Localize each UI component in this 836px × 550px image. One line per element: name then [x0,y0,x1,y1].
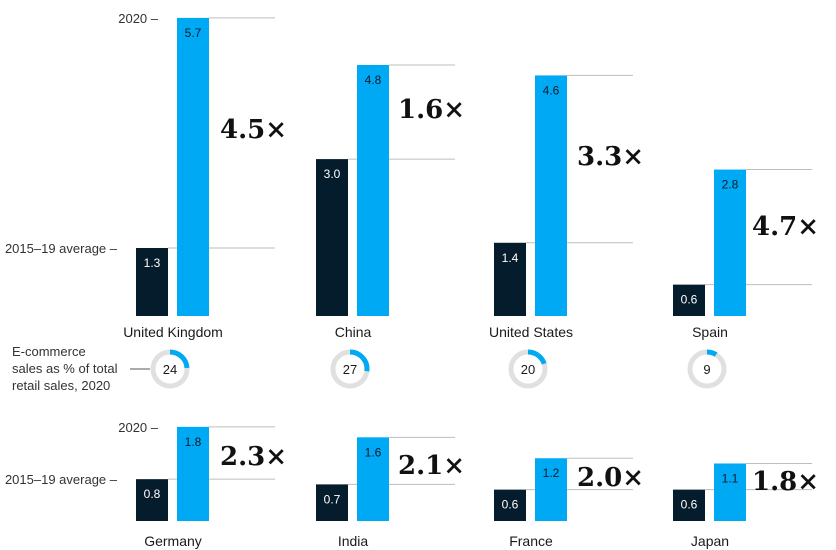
value-label-recent: 1.8 [185,435,202,449]
category-label: United Kingdom [123,324,223,340]
value-label-average: 0.7 [324,492,341,506]
value-label-average: 0.8 [144,487,161,501]
donut-value: 20 [521,362,535,377]
multiplier-label: 2.1× [398,451,465,481]
value-label-recent: 4.6 [543,83,560,97]
value-label-average: 1.4 [502,251,519,265]
donut-caption-line: E-commerce [12,344,86,359]
donut-arc [527,349,547,365]
value-label-average: 3.0 [324,167,341,181]
bar-recent [357,437,389,521]
bar-recent [535,458,567,521]
bar-average [494,242,526,316]
value-label-recent: 1.1 [722,471,739,485]
bar-recent [357,64,389,317]
bar-average [316,159,348,316]
value-label-average: 0.6 [681,293,698,307]
category-label: India [338,533,369,549]
bar-average [136,248,168,316]
bar-recent [177,17,209,316]
value-label-recent: 1.6 [365,445,382,459]
category-label: France [509,533,553,549]
bar-recent [177,426,209,521]
multiplier-label: 3.3× [577,142,644,172]
donut-value: 9 [703,362,710,377]
donut-arc [706,349,718,357]
bar-average [673,489,705,521]
multiplier-label: 4.5× [220,115,287,145]
bar-average [673,284,705,316]
multiplier-label: 2.3× [220,442,287,472]
multiplier-label: 1.6× [398,95,465,125]
bar-average [136,479,168,521]
value-label-recent: 4.8 [365,73,382,87]
bar-recent [535,75,567,316]
value-label-average: 1.3 [144,256,161,270]
category-label: United States [489,324,573,340]
multiplier-label: 1.8× [752,467,819,497]
value-label-average: 0.6 [681,498,698,512]
legend-label-2020: 2020 – [118,420,159,435]
donut-value: 24 [163,362,177,377]
value-label-recent: 5.7 [185,26,202,40]
multiplier-label: 4.7× [752,212,819,242]
donut-value: 27 [343,362,357,377]
bar-average [494,489,526,521]
donut-arc [169,349,190,369]
category-label: Japan [691,533,729,549]
value-label-average: 0.6 [502,498,519,512]
value-label-recent: 2.8 [722,178,739,192]
donut-caption-line: retail sales, 2020 [12,378,110,393]
donut-caption-line: sales as % of total [12,361,118,376]
category-label: China [335,324,372,340]
legend-label-average: 2015–19 average – [5,472,118,487]
legend-label-average: 2015–19 average – [5,241,118,256]
value-label-recent: 1.2 [543,466,560,480]
legend-label-2020: 2020 – [118,11,159,26]
category-label: Germany [144,533,202,549]
bar-recent [714,463,746,521]
multiplier-label: 2.0× [577,463,644,493]
bar-recent [714,169,746,316]
donut-arc [349,349,370,372]
bar-average [316,484,348,521]
category-label: Spain [692,324,728,340]
